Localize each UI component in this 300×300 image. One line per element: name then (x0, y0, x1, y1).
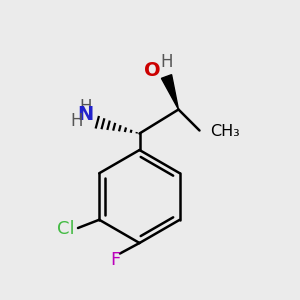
Text: N: N (77, 105, 94, 124)
Text: CH₃: CH₃ (210, 124, 240, 140)
Text: O: O (144, 61, 161, 80)
Text: H: H (160, 53, 173, 71)
Text: F: F (110, 251, 121, 269)
Polygon shape (161, 75, 178, 110)
Text: Cl: Cl (57, 220, 74, 238)
Text: H: H (79, 98, 92, 116)
Text: H: H (70, 112, 83, 130)
